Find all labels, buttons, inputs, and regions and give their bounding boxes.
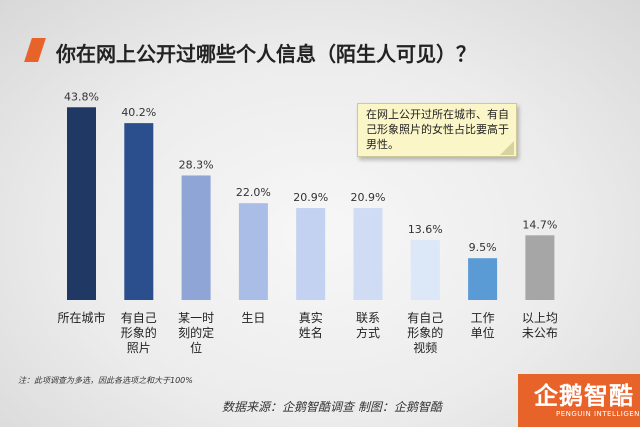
chart-title: 你在网上公开过哪些个人信息（陌生人可见）？ [56, 42, 476, 66]
data-label-3: 28.3% [179, 158, 214, 171]
data-label-6: 20.9% [351, 191, 386, 204]
data-label-9: 14.7% [522, 218, 557, 231]
brand-logo: 企鹅智酷 PENGUIN INTELLIGENCE [518, 374, 640, 427]
footnote: 注：此项调查为多选，因此各选项之和大于100% [18, 376, 193, 385]
annotation-note [357, 103, 517, 157]
category-label-7: 有自己形象的视频 [407, 311, 443, 355]
category-label-4: 生日 [241, 311, 265, 325]
data-label-1: 43.8% [64, 90, 99, 103]
title-bar: 你在网上公开过哪些个人信息（陌生人可见）？ [0, 36, 640, 66]
data-label-2: 40.2% [121, 106, 156, 119]
bar-2 [124, 123, 154, 301]
category-label-6: 联系方式 [356, 311, 380, 340]
annotation-text: 在网上公开过所在城市、有自己形象照片的女性占比要高于男性。 [366, 108, 509, 151]
category-label-1: 所在城市 [57, 310, 105, 325]
logo-name: 企鹅智酷 [534, 382, 634, 410]
bar-3 [181, 175, 211, 300]
bar-5 [296, 208, 326, 300]
bar-7 [410, 240, 440, 300]
category-label-3: 某一时刻的定位 [178, 311, 214, 355]
annotation-note-fold [500, 141, 514, 155]
category-label-8: 工作单位 [471, 311, 495, 340]
bar-4 [238, 203, 268, 300]
data-label-5: 20.9% [293, 191, 328, 204]
bar-9 [525, 235, 555, 300]
category-label-5: 真实姓名 [299, 310, 323, 340]
bar-1 [67, 107, 96, 300]
data-label-4: 22.0% [236, 186, 271, 199]
logo-subtitle: PENGUIN INTELLIGENCE [556, 410, 640, 418]
data-label-7: 13.6% [408, 223, 443, 236]
category-label-9: 以上均未公布 [522, 311, 558, 340]
data-label-8: 9.5% [469, 241, 497, 254]
bar-6 [353, 208, 383, 300]
category-label-2: 有自己形象的照片 [121, 311, 157, 355]
data-source: 数据来源：企鹅智酷调查 制图：企鹅智酷 [222, 400, 442, 414]
bar-8 [468, 258, 498, 300]
